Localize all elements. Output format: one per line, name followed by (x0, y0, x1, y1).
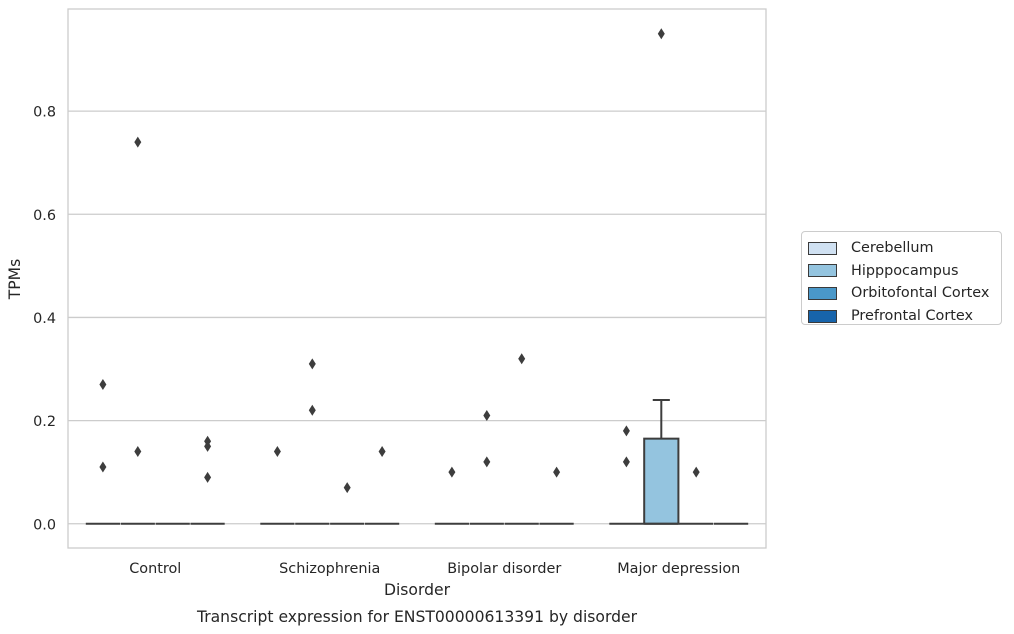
plot-frame (67, 8, 767, 549)
outlier-point (134, 136, 142, 148)
outlier-point (134, 446, 142, 458)
x-axis-ticks: Control Schizophrenia Bipolar disorder Majo… (129, 561, 740, 577)
outlier-point (657, 28, 665, 40)
legend-label-hippocampus: Hipppocampus (851, 262, 959, 279)
x-tick-label: Major depression (617, 561, 740, 577)
y-tick-label: 0.4 (33, 311, 56, 327)
legend-item-orbitofrontal-cortex: Orbitofontal Cortex (808, 282, 993, 305)
y-tick-label: 0.2 (33, 414, 56, 430)
legend-label-orbitofrontal-cortex: Orbitofontal Cortex (851, 285, 990, 302)
outlier-point (99, 378, 107, 390)
chart-caption: Transcript expression for ENST0000061339… (196, 608, 638, 626)
outlier-point (622, 425, 630, 437)
x-tick-label: Control (129, 561, 181, 577)
outlier-point (204, 471, 212, 483)
outlier-point (308, 358, 316, 370)
x-tick-label: Bipolar disorder (447, 561, 561, 577)
y-tick-label: 0.6 (33, 208, 56, 224)
box-plots (85, 28, 749, 525)
x-axis-label: Disorder (384, 581, 451, 599)
legend-item-hippocampus: Hipppocampus (808, 260, 993, 283)
y-tick-label: 0.0 (33, 517, 56, 533)
outlier-point (622, 456, 630, 468)
outlier-point (692, 466, 700, 478)
y-axis-ticks: 0.0 0.2 0.4 0.6 0.8 (33, 105, 56, 534)
y-axis-label: TPMs (6, 259, 24, 301)
legend-swatch-hippocampus (808, 264, 837, 278)
legend-label-cerebellum: Cerebellum (851, 240, 934, 257)
outlier-point (483, 409, 491, 421)
outlier-point (518, 353, 526, 365)
outlier-point (273, 446, 281, 458)
outlier-point (553, 466, 561, 478)
legend: Cerebellum Hipppocampus Orbitofontal Cor… (801, 231, 1002, 325)
outlier-point (448, 466, 456, 478)
legend-item-prefrontal-cortex: Prefrontal Cortex (808, 305, 993, 328)
outlier-point (308, 404, 316, 416)
outlier-point (343, 482, 351, 494)
box (643, 437, 680, 525)
legend-swatch-cerebellum (808, 241, 837, 255)
x-tick-label: Schizophrenia (279, 561, 380, 577)
legend-item-cerebellum: Cerebellum (808, 237, 993, 260)
legend-swatch-prefrontal-cortex (808, 309, 837, 323)
outlier-point (378, 446, 386, 458)
legend-swatch-orbitofrontal-cortex (808, 286, 837, 300)
outlier-point (204, 440, 212, 452)
outlier-point (99, 461, 107, 473)
y-tick-label: 0.8 (33, 105, 56, 121)
legend-label-prefrontal-cortex: Prefrontal Cortex (851, 308, 974, 325)
outlier-point (483, 456, 491, 468)
